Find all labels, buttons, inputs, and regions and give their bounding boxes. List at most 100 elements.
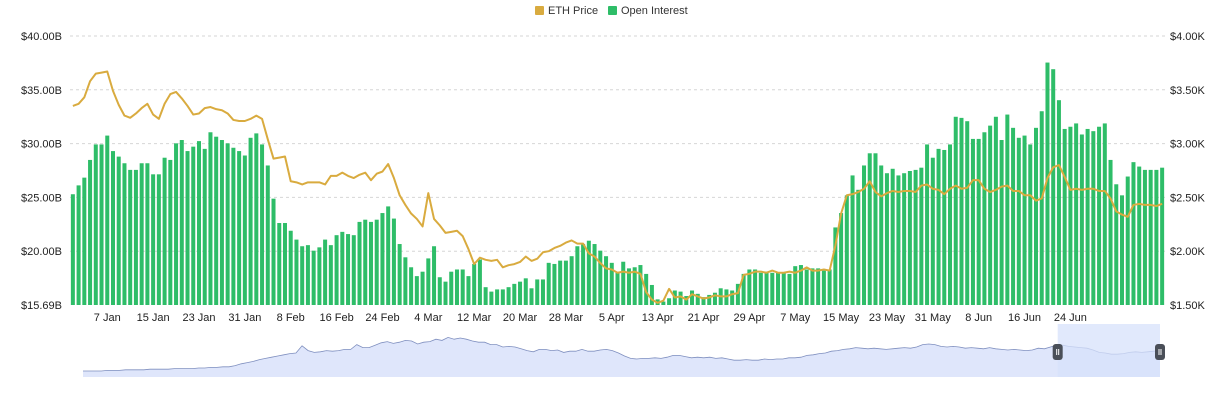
oi-bar <box>346 234 351 305</box>
legend-label-open-interest[interactable]: Open Interest <box>621 5 688 17</box>
oi-bar <box>294 239 299 305</box>
right-axis: $4.00K $3.50K $3.00K $2.50K $2.00K $1.50K <box>1170 31 1206 312</box>
oi-bar <box>500 289 505 305</box>
oi-bar <box>1131 162 1136 305</box>
oi-bar <box>518 281 523 305</box>
oi-bar <box>862 165 867 305</box>
navigator-selection <box>1057 324 1160 377</box>
oi-bar <box>420 271 425 305</box>
x-tick-label: 31 May <box>915 312 952 324</box>
oi-bar <box>323 239 328 305</box>
x-tick-label: 8 Feb <box>277 312 305 324</box>
oi-bar <box>145 163 150 305</box>
oi-bar <box>317 247 322 305</box>
oi-bar <box>816 268 821 305</box>
legend-swatch-eth-price[interactable] <box>535 6 544 15</box>
oi-bar <box>99 144 104 305</box>
oi-bar <box>690 290 695 305</box>
legend-label-eth-price[interactable]: ETH Price <box>548 5 598 17</box>
oi-bar <box>1045 62 1050 306</box>
x-tick-label: 7 May <box>780 312 810 324</box>
oi-bar <box>982 132 987 305</box>
oi-bar <box>626 268 631 305</box>
oi-bar <box>638 265 643 305</box>
right-tick-label: $1.50K <box>1170 300 1206 312</box>
oi-bar <box>110 151 115 305</box>
x-tick-label: 16 Jun <box>1008 312 1041 324</box>
oi-bar <box>925 144 930 305</box>
oi-bar <box>185 151 190 305</box>
x-tick-label: 29 Apr <box>733 312 765 324</box>
oi-bar <box>988 125 993 305</box>
oi-bar <box>592 244 597 305</box>
oi-bar <box>609 262 614 305</box>
right-tick-label: $3.50K <box>1170 85 1206 97</box>
oi-bar <box>1051 69 1056 305</box>
x-tick-label: 15 Jan <box>137 312 170 324</box>
oi-bar <box>260 144 265 305</box>
x-tick-label: 24 Jun <box>1054 312 1087 324</box>
oi-bar <box>214 136 219 305</box>
oi-bar <box>776 272 781 305</box>
oi-bar <box>219 140 224 305</box>
oi-bar <box>512 283 517 305</box>
oi-bar <box>1074 123 1079 305</box>
right-tick-label: $4.00K <box>1170 31 1206 43</box>
navigator-area <box>83 337 1160 377</box>
oi-bar <box>621 261 626 305</box>
oi-bar <box>1039 111 1044 306</box>
x-tick-label: 8 Jun <box>965 312 992 324</box>
oi-bar <box>174 143 179 305</box>
oi-bar <box>781 272 786 305</box>
oi-bar <box>753 269 758 305</box>
oi-bar <box>787 273 792 305</box>
oi-bar <box>386 206 391 305</box>
x-axis: 7 Jan 15 Jan 23 Jan 31 Jan 8 Feb 16 Feb 24 Feb… <box>94 312 1087 324</box>
legend[interactable]: ETH Price Open Interest <box>535 5 688 17</box>
oi-bar <box>890 168 895 305</box>
oi-bar <box>913 169 918 305</box>
oi-bar <box>1056 100 1061 306</box>
oi-bar <box>615 272 620 305</box>
oi-bar <box>844 195 849 305</box>
oi-bar <box>747 269 752 305</box>
right-tick-label: $2.00K <box>1170 246 1206 258</box>
oi-bar <box>168 159 173 305</box>
oi-bar <box>133 169 138 305</box>
oi-bar <box>604 256 609 305</box>
navigator-right-handle[interactable] <box>1155 344 1165 360</box>
oi-bar <box>867 153 872 305</box>
legend-swatch-open-interest[interactable] <box>608 6 617 15</box>
oi-bar <box>242 155 247 305</box>
oi-bar <box>850 175 855 305</box>
oi-bar <box>546 262 551 305</box>
eth-price-line <box>72 70 1163 304</box>
oi-bar <box>208 132 213 305</box>
oi-bar <box>489 291 494 305</box>
oi-bar <box>529 288 534 305</box>
oi-bar <box>1085 128 1090 305</box>
oi-bar <box>483 287 488 305</box>
oi-bar <box>374 219 379 305</box>
oi-bar <box>821 270 826 305</box>
range-navigator[interactable] <box>83 324 1165 377</box>
oi-bar <box>667 298 672 305</box>
oi-bar <box>581 244 586 305</box>
oi-bar <box>1011 127 1016 305</box>
oi-bar <box>495 289 500 305</box>
oi-bar <box>128 169 133 305</box>
oi-bar <box>535 279 540 305</box>
oi-bar <box>919 167 924 305</box>
oi-bar <box>1160 167 1165 305</box>
navigator-left-handle[interactable] <box>1052 344 1063 360</box>
x-tick-label: 12 Mar <box>457 312 492 324</box>
oi-bar <box>1005 114 1010 305</box>
oi-bar <box>563 260 568 305</box>
oi-bar <box>403 257 408 305</box>
oi-bar <box>758 272 763 305</box>
oi-bar <box>254 133 259 305</box>
x-tick-label: 13 Apr <box>642 312 674 324</box>
x-tick-label: 21 Apr <box>688 312 720 324</box>
left-tick-label: $15.69B <box>21 300 62 312</box>
oi-bar <box>839 213 844 305</box>
